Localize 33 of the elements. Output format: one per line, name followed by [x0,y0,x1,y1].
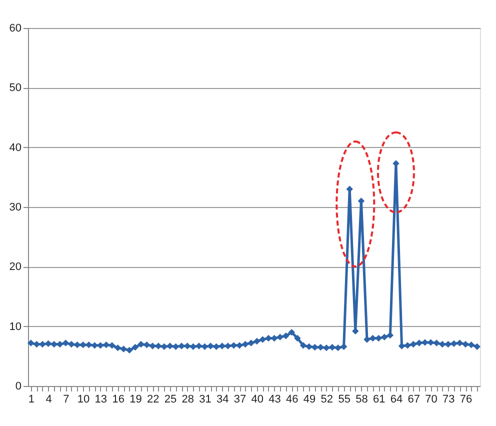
x-tick-label: 73 [442,394,455,406]
y-tick-label: 60 [9,22,22,34]
x-tick-label: 43 [268,394,281,406]
x-tick-label: 4 [46,394,52,406]
x-tick-label: 28 [182,394,194,406]
x-tick-label: 31 [199,394,212,406]
x-tick-label: 49 [303,394,316,406]
x-tick-label: 76 [460,394,472,406]
x-tick-label: 1 [28,394,34,406]
x-tick-label: 52 [320,394,334,406]
y-tick-label: 50 [9,82,22,94]
y-tick-label: 40 [9,142,22,154]
x-tick-label: 58 [356,394,368,406]
x-tick-label: 22 [146,394,160,406]
x-tick-label: 46 [286,394,298,406]
x-tick-label: 16 [112,394,124,406]
x-tick-label: 40 [251,394,264,406]
x-tick-label: 64 [390,394,403,406]
y-tick-label: 30 [9,202,22,214]
x-tick-label: 19 [130,394,142,406]
x-tick-label: 55 [338,394,350,406]
x-tick-label: 7 [63,394,70,406]
x-tick-label: 67 [408,394,420,406]
y-tick-label: 0 [15,380,22,392]
x-tick-label: 37 [234,394,246,406]
y-tick-label: 20 [9,261,22,274]
x-tick-label: 70 [425,394,438,406]
x-tick-label: 13 [94,394,108,406]
y-tick-label: 10 [9,320,22,333]
x-tick-label: 10 [77,394,90,406]
x-tick-label: 61 [372,394,386,406]
x-tick-label: 34 [216,394,229,406]
x-tick-label: 25 [164,394,177,406]
